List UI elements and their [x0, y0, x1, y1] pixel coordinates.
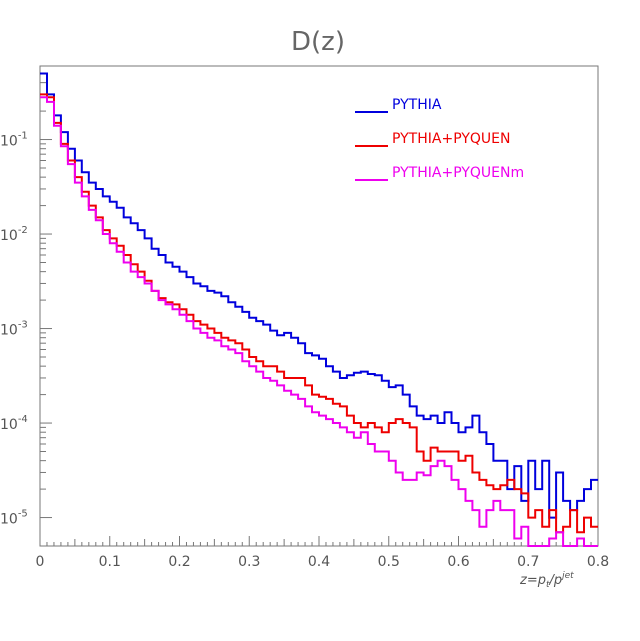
legend-label: PYTHIA+PYQUENm [392, 165, 524, 181]
series-layer [40, 72, 598, 547]
series-line-2 [40, 93, 598, 534]
series-line-1 [40, 72, 598, 519]
y-axis: 10-1 10-2 10-3 10-4 10-5 [0, 72, 52, 528]
y-tick-label: 10-4 [0, 414, 28, 433]
y-tick-label: 10-2 [0, 225, 28, 244]
y-tick-label: 10-1 [0, 131, 28, 150]
y-tick-label: 10-5 [0, 509, 28, 528]
x-tick-label: 0.6 [447, 554, 469, 570]
x-tick-label: 0.8 [587, 554, 609, 570]
x-tick-label: 0.5 [378, 554, 400, 570]
legend-label: PYTHIA [392, 97, 442, 113]
x-axis: 0 0.1 0.2 0.3 0.4 0.5 0.6 0.7 0.8 [36, 536, 609, 570]
x-tick-label: 0 [36, 554, 45, 570]
x-tick-label: 0.3 [238, 554, 260, 570]
x-axis-label: z=pt/pjet [519, 571, 574, 590]
x-tick-label: 0.4 [308, 554, 330, 570]
y-tick-label: 10-3 [0, 320, 28, 339]
series-line-3 [40, 96, 598, 547]
x-tick-label: 0.1 [99, 554, 121, 570]
x-tick-label: 0.2 [168, 554, 190, 570]
chart-title: D(z) [291, 27, 345, 57]
legend: PYTHIA PYTHIA+PYQUEN PYTHIA+PYQUENm [355, 97, 524, 181]
x-tick-label: 0.7 [517, 554, 539, 570]
legend-label: PYTHIA+PYQUEN [392, 131, 510, 147]
